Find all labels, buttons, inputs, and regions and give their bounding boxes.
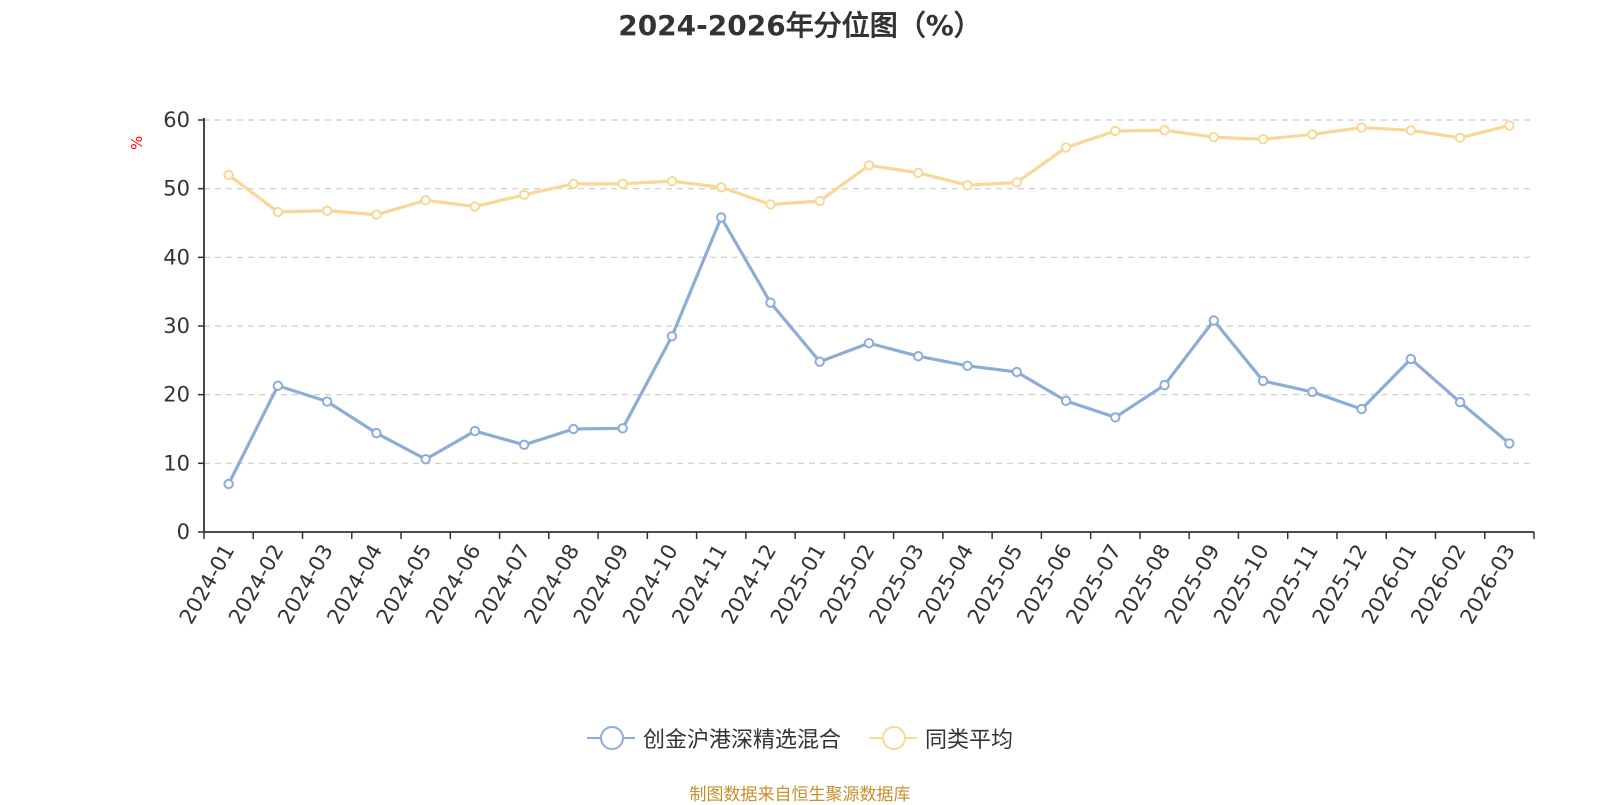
data-point bbox=[716, 212, 727, 223]
legend-label-peer-average: 同类平均 bbox=[925, 728, 1014, 753]
data-point bbox=[1060, 142, 1072, 153]
data-point bbox=[666, 175, 678, 187]
y-tick-label: 50 bbox=[163, 177, 190, 201]
data-point bbox=[1405, 125, 1417, 136]
data-point bbox=[1159, 379, 1170, 391]
data-point bbox=[518, 439, 530, 450]
data-point bbox=[371, 427, 382, 439]
legend-item-fund[interactable]: 创金沪港深精选混合 bbox=[586, 722, 841, 754]
data-point bbox=[1504, 438, 1515, 449]
data-point bbox=[1011, 177, 1022, 188]
data-point bbox=[321, 396, 333, 407]
data-point bbox=[962, 180, 973, 191]
data-point bbox=[272, 206, 284, 218]
data-point bbox=[223, 169, 234, 181]
data-point bbox=[1356, 403, 1367, 415]
data-point bbox=[371, 209, 382, 220]
data-point bbox=[420, 195, 431, 206]
data-point bbox=[1110, 125, 1121, 137]
data-point bbox=[1110, 412, 1121, 423]
data-point bbox=[814, 195, 825, 207]
data-point bbox=[1159, 125, 1170, 136]
data-point bbox=[1454, 132, 1466, 144]
data-point bbox=[1060, 395, 1072, 407]
series bbox=[223, 120, 1515, 490]
legend-marker-peer-average-icon bbox=[869, 725, 917, 751]
data-point bbox=[765, 199, 776, 210]
data-point bbox=[568, 178, 579, 190]
data-point bbox=[666, 331, 678, 342]
grid-lines bbox=[204, 119, 1534, 464]
data-point bbox=[1257, 375, 1269, 387]
data-point bbox=[321, 205, 333, 216]
data-point bbox=[223, 478, 234, 490]
data-point bbox=[1208, 131, 1220, 143]
data-point bbox=[814, 356, 825, 367]
data-point bbox=[1504, 120, 1515, 131]
data-point bbox=[272, 380, 284, 391]
legend-label-fund: 创金沪港深精选混合 bbox=[642, 728, 841, 753]
legend-item-peer-average[interactable]: 同类平均 bbox=[869, 722, 1013, 754]
y-tick-label: 30 bbox=[163, 314, 190, 338]
legend: 创金沪港深精选混合 同类平均 bbox=[0, 722, 1600, 754]
data-point bbox=[469, 425, 481, 437]
data-point bbox=[765, 297, 776, 308]
data-point bbox=[617, 178, 628, 190]
source-note: 制图数据来自恒生聚源数据库 bbox=[689, 785, 911, 805]
chart-title: 2024-2026年分位图（%） bbox=[618, 9, 982, 42]
data-point bbox=[420, 454, 431, 465]
data-point bbox=[1011, 366, 1022, 378]
data-point bbox=[716, 182, 727, 193]
data-point bbox=[1307, 386, 1318, 398]
data-point bbox=[1307, 129, 1318, 140]
data-point bbox=[617, 423, 628, 434]
axes bbox=[198, 118, 1535, 539]
data-point bbox=[962, 360, 973, 372]
data-point bbox=[469, 201, 481, 212]
data-point bbox=[863, 160, 875, 171]
data-point bbox=[1208, 315, 1220, 326]
data-point bbox=[1257, 134, 1269, 145]
y-tick-label: 60 bbox=[163, 108, 190, 132]
y-tick-label: 20 bbox=[163, 383, 190, 407]
data-point bbox=[1405, 353, 1417, 365]
data-point bbox=[1454, 397, 1466, 408]
data-point bbox=[913, 167, 924, 179]
y-tick-label: 0 bbox=[177, 520, 190, 544]
data-point bbox=[568, 423, 579, 435]
y-tick-label: 10 bbox=[163, 451, 190, 475]
legend-marker-fund-icon bbox=[586, 725, 635, 751]
data-point bbox=[913, 351, 924, 362]
y-tick-label: 40 bbox=[163, 245, 190, 269]
data-point bbox=[518, 189, 530, 201]
data-point bbox=[1356, 122, 1367, 133]
data-point bbox=[863, 337, 875, 349]
